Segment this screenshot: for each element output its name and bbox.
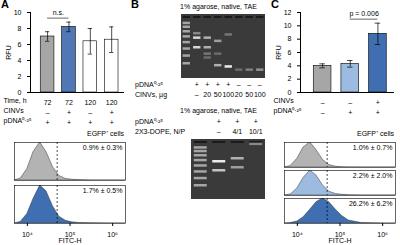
- svg-text:4: 4: [288, 62, 292, 69]
- svg-text:12: 12: [284, 9, 292, 16]
- svg-text:1% agarose, native, TAE: 1% agarose, native, TAE: [180, 107, 257, 115]
- svg-text:4: 4: [18, 57, 22, 64]
- svg-text:n.s.: n.s.: [53, 9, 64, 16]
- svg-text:120: 120: [106, 99, 118, 106]
- svg-text:2X3-DOPE, N/P: 2X3-DOPE, N/P: [135, 128, 186, 135]
- svg-text:100: 100: [222, 91, 234, 98]
- svg-text:+: +: [254, 118, 258, 125]
- svg-text:100: 100: [254, 91, 266, 98]
- svg-text:–: –: [258, 81, 262, 88]
- svg-text:6: 6: [288, 49, 292, 56]
- svg-text:–: –: [237, 81, 241, 88]
- svg-text:–: –: [321, 109, 325, 116]
- svg-text:10/1: 10/1: [249, 128, 263, 135]
- svg-text:10⁴: 10⁴: [292, 231, 303, 238]
- svg-text:CINVs, µg: CINVs, µg: [135, 91, 167, 99]
- svg-text:+: +: [235, 118, 239, 125]
- svg-text:+: +: [67, 109, 71, 116]
- svg-text:1% agarose, native, TAE: 1% agarose, native, TAE: [180, 3, 257, 11]
- svg-text:1.7% ± 0.5%: 1.7% ± 0.5%: [83, 187, 123, 194]
- svg-text:10: 10: [284, 22, 292, 29]
- svg-text:8: 8: [18, 25, 22, 32]
- svg-text:–: –: [348, 99, 352, 106]
- svg-text:pDNA⁰·²⁵: pDNA⁰·²⁵: [4, 117, 32, 125]
- svg-text:–: –: [247, 81, 251, 88]
- svg-text:0.9% ± 0.3%: 0.9% ± 0.3%: [83, 144, 123, 151]
- svg-text:10⁵: 10⁵: [64, 231, 76, 239]
- svg-text:72: 72: [44, 99, 52, 106]
- svg-text:10⁴: 10⁴: [22, 231, 33, 238]
- svg-text:10⁶: 10⁶: [377, 231, 388, 238]
- svg-text:pDNA⁰·²⁵: pDNA⁰·²⁵: [135, 118, 163, 126]
- html-text:EGFP⁺ cells: EGFP⁺ cells: [87, 130, 124, 137]
- svg-text:–: –: [217, 128, 221, 135]
- svg-text:+: +: [226, 81, 230, 88]
- svg-text:10⁶: 10⁶: [107, 231, 118, 238]
- svg-text:pDNA⁰·²⁵: pDNA⁰·²⁵: [274, 107, 302, 115]
- svg-text:RFU: RFU: [5, 45, 12, 59]
- svg-text:RFU: RFU: [275, 45, 282, 59]
- svg-text:50: 50: [245, 91, 253, 98]
- svg-text:+: +: [348, 109, 352, 116]
- svg-text:CINVs: CINVs: [274, 97, 295, 104]
- svg-text:+: +: [67, 119, 71, 126]
- svg-text:26.2% ± 6.2%: 26.2% ± 6.2%: [349, 200, 393, 207]
- svg-text:120: 120: [84, 99, 96, 106]
- html-text:EGFP⁺ cells: EGFP⁺ cells: [357, 130, 394, 137]
- svg-text:4/1: 4/1: [232, 128, 242, 135]
- svg-text:+: +: [88, 119, 92, 126]
- svg-text:p = 0.006: p = 0.006: [349, 10, 378, 18]
- svg-text:0: 0: [18, 89, 22, 96]
- svg-text:20: 20: [203, 91, 211, 98]
- svg-text:–: –: [321, 99, 325, 106]
- svg-text:+: +: [205, 81, 209, 88]
- svg-text:pDNA⁰·²⁵: pDNA⁰·²⁵: [135, 81, 163, 89]
- svg-text:+: +: [46, 119, 50, 126]
- svg-text:2: 2: [288, 75, 292, 82]
- svg-text:FITC-H: FITC-H: [329, 237, 352, 244]
- svg-text:10: 10: [14, 9, 22, 16]
- svg-text:6: 6: [18, 41, 22, 48]
- svg-text:CINVs: CINVs: [4, 107, 25, 114]
- svg-text:72: 72: [65, 99, 73, 106]
- svg-text:+: +: [195, 81, 199, 88]
- svg-text:50: 50: [214, 91, 222, 98]
- svg-text:2: 2: [18, 73, 22, 80]
- svg-text:FITC-H: FITC-H: [59, 237, 82, 244]
- svg-text:–: –: [195, 91, 199, 98]
- svg-text:0: 0: [288, 89, 292, 96]
- svg-text:–: –: [46, 109, 50, 116]
- svg-text:+: +: [110, 109, 114, 116]
- svg-text:8: 8: [288, 35, 292, 42]
- svg-text:+: +: [376, 109, 380, 116]
- svg-text:10⁵: 10⁵: [334, 231, 346, 239]
- svg-text:2.2% ± 2.0%: 2.2% ± 2.0%: [353, 172, 393, 179]
- svg-text:Time, h: Time, h: [4, 97, 27, 104]
- svg-text:+: +: [110, 119, 114, 126]
- svg-text:+: +: [216, 81, 220, 88]
- svg-text:–: –: [88, 109, 92, 116]
- svg-text:1.0% ± 0.7%: 1.0% ± 0.7%: [353, 144, 393, 151]
- svg-text:+: +: [376, 99, 380, 106]
- svg-text:+: +: [217, 118, 221, 125]
- svg-text:20: 20: [235, 91, 243, 98]
